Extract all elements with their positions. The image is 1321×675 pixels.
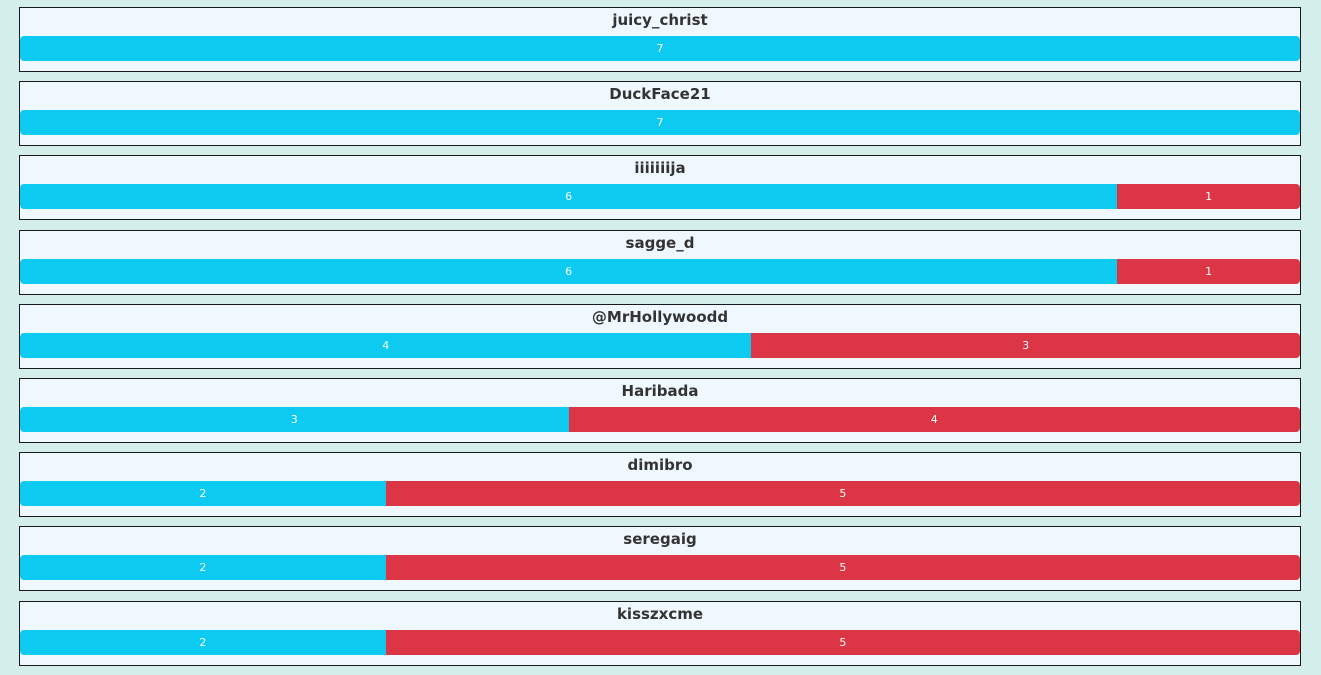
wins-segment: 2 bbox=[20, 481, 386, 507]
player-card: Haribada 3 4 bbox=[19, 377, 1301, 443]
player-name: kisszxcme bbox=[616, 604, 704, 623]
player-list: juicy_christ 7 DuckFace21 7 iiiiiiija 6 1 sagge… bbox=[19, 7, 1301, 675]
progress-bar: 7 bbox=[20, 110, 1300, 136]
wins-segment: 6 bbox=[20, 184, 1118, 210]
player-name: @MrHollywoodd bbox=[591, 307, 729, 326]
wins-segment: 7 bbox=[20, 110, 1300, 136]
losses-segment: 3 bbox=[751, 332, 1300, 358]
losses-segment: 5 bbox=[385, 481, 1300, 507]
player-name: juicy_christ bbox=[612, 11, 708, 29]
player-name: dimibro bbox=[627, 456, 693, 475]
wins-segment: 7 bbox=[20, 36, 1300, 61]
wins-segment: 2 bbox=[20, 555, 386, 581]
wins-segment: 6 bbox=[20, 258, 1118, 284]
player-name: DuckFace21 bbox=[609, 85, 711, 104]
player-card: iiiiiiija 6 1 bbox=[19, 155, 1301, 221]
losses-segment: 5 bbox=[385, 555, 1300, 581]
player-name: sagge_d bbox=[625, 233, 695, 252]
player-card: juicy_christ 7 bbox=[19, 7, 1301, 72]
player-name: iiiiiiija bbox=[634, 159, 686, 178]
player-card: DuckFace21 7 bbox=[19, 81, 1301, 147]
losses-segment: 1 bbox=[1117, 258, 1300, 284]
losses-segment: 5 bbox=[385, 629, 1300, 655]
player-card: sagge_d 6 1 bbox=[19, 229, 1301, 295]
progress-bar: 7 bbox=[20, 36, 1300, 61]
player-card: seregaig 2 5 bbox=[19, 526, 1301, 592]
wins-segment: 4 bbox=[20, 332, 752, 358]
wins-segment: 2 bbox=[20, 629, 386, 655]
player-name: seregaig bbox=[623, 530, 697, 549]
player-name: Haribada bbox=[621, 381, 699, 400]
player-card: dimibro 2 5 bbox=[19, 452, 1301, 518]
wins-segment: 3 bbox=[20, 406, 569, 432]
player-card: @MrHollywoodd 4 3 bbox=[19, 303, 1301, 369]
losses-segment: 4 bbox=[568, 406, 1300, 432]
player-card: kisszxcme 2 5 bbox=[19, 600, 1301, 666]
losses-segment: 1 bbox=[1117, 184, 1300, 210]
